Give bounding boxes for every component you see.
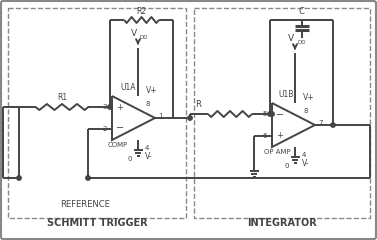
Text: V-: V- bbox=[145, 152, 153, 161]
Text: C: C bbox=[299, 7, 305, 16]
Text: INTEGRATOR: INTEGRATOR bbox=[247, 218, 317, 228]
Text: REFERENCE: REFERENCE bbox=[60, 200, 110, 209]
Text: 5: 5 bbox=[263, 111, 267, 117]
Text: 4: 4 bbox=[302, 152, 307, 158]
Text: V+: V+ bbox=[146, 86, 158, 95]
Circle shape bbox=[270, 112, 274, 116]
Text: +: + bbox=[277, 131, 284, 139]
Text: DD: DD bbox=[140, 35, 149, 40]
Text: +: + bbox=[116, 103, 123, 113]
Text: 7: 7 bbox=[318, 120, 322, 126]
Text: −: − bbox=[116, 123, 124, 133]
Text: 8: 8 bbox=[146, 101, 150, 107]
Text: U1B: U1B bbox=[278, 90, 293, 99]
Text: 3: 3 bbox=[103, 104, 107, 110]
Text: V: V bbox=[288, 34, 294, 43]
Text: COMP: COMP bbox=[108, 142, 128, 148]
Text: U1A: U1A bbox=[120, 83, 135, 92]
Text: 2: 2 bbox=[103, 126, 107, 132]
Circle shape bbox=[108, 105, 112, 109]
Text: V-: V- bbox=[302, 159, 310, 168]
Text: 4: 4 bbox=[145, 145, 149, 151]
Circle shape bbox=[268, 112, 272, 116]
Text: 0: 0 bbox=[127, 156, 132, 162]
Text: V+: V+ bbox=[303, 93, 315, 102]
Bar bbox=[8, 8, 186, 218]
Circle shape bbox=[331, 123, 335, 127]
Text: −: − bbox=[276, 110, 284, 120]
Bar bbox=[194, 8, 370, 218]
Circle shape bbox=[86, 176, 90, 180]
Text: 8: 8 bbox=[303, 108, 308, 114]
Circle shape bbox=[17, 176, 21, 180]
Text: 0: 0 bbox=[285, 163, 289, 169]
Text: 6: 6 bbox=[262, 133, 267, 139]
Text: R2: R2 bbox=[136, 7, 147, 16]
Text: 1: 1 bbox=[158, 113, 162, 119]
Text: V: V bbox=[131, 29, 137, 38]
Text: R: R bbox=[195, 100, 201, 109]
Text: SCHMITT TRIGGER: SCHMITT TRIGGER bbox=[47, 218, 147, 228]
Circle shape bbox=[188, 116, 192, 120]
Text: DD: DD bbox=[297, 40, 305, 45]
Text: R1: R1 bbox=[57, 93, 67, 102]
Text: OP AMP: OP AMP bbox=[264, 149, 291, 155]
